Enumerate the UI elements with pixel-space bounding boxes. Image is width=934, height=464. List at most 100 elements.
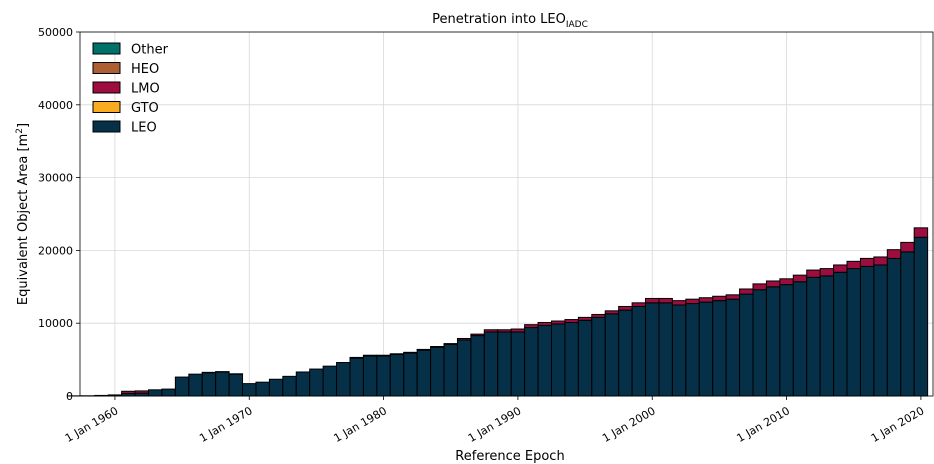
y-axis-label: Equivalent Object Area [m2] [15,123,31,305]
bar-leo [295,371,311,397]
y-tick-label: 30000 [38,172,73,185]
bar-leo [577,319,593,397]
legend-swatch-leo [92,120,121,133]
bar-leo [698,301,714,397]
bar-leo [685,303,700,397]
bar-lmo [483,329,499,333]
bar-leo [846,268,861,397]
bar-leo [739,293,754,397]
bar-lmo [846,260,861,270]
chart-title-main: Penetration into LEO [432,12,566,27]
bar-leo [645,302,660,397]
y-tick-label: 50000 [38,26,73,39]
bar-lmo [604,310,620,315]
bar-leo [524,327,539,397]
bar-leo [604,313,620,397]
bar-lmo [376,354,391,357]
y-axis-label-suffix: ] [16,123,31,128]
bar-lmo [685,298,700,305]
bar-leo [416,349,432,397]
bar-lmo [792,274,808,283]
bar-lmo [456,337,472,341]
bar-lmo [524,324,539,329]
bar-leo [174,376,190,397]
bar-lmo [833,264,848,273]
bar-lmo [618,305,633,311]
bar-leo [430,346,445,397]
bar-leo [322,365,338,397]
bar-lmo [134,390,150,394]
bar-lmo [725,294,741,300]
bar-lmo [671,300,687,306]
bar-lmo [779,278,794,286]
legend-label-heo: HEO [131,62,159,77]
bar-leo [591,316,606,397]
bar-leo [900,251,915,397]
bar-leo [886,257,902,397]
bar-lmo [698,297,714,303]
legend-swatch-lmo [92,81,121,94]
bar-leo [833,271,848,397]
bar-leo [483,331,499,397]
bar-leo [389,354,405,397]
legend-label-gto: GTO [131,101,159,116]
bar-leo [336,362,351,397]
bar-lmo [712,295,727,302]
bar-leo [873,264,888,397]
bar-lmo [591,313,606,318]
bar-leo [497,331,512,397]
bar-leo [215,371,230,397]
bar-lmo [497,329,512,333]
bar-leo [806,276,821,397]
legend-label-other: Other [131,43,169,58]
chart-title: Penetration into LEOIADC [432,12,588,30]
bar-lmo [403,351,418,354]
bar-lmo [900,241,915,253]
bar-lmo [551,320,566,325]
y-axis-ticks: 0 10000 20000 30000 40000 50000 [38,26,80,403]
bar-lmo [362,354,378,357]
bar-lmo [121,390,136,394]
bar-lmo [443,343,458,345]
bar-lmo [470,333,485,337]
bar-leo [859,265,875,397]
bar-leo [228,373,244,397]
bar-leo [712,300,727,397]
bar-lmo [806,269,821,278]
bar-lmo [631,302,647,307]
bar-leo [282,375,297,397]
bar-leo [658,302,673,397]
bar-lmo [537,321,553,326]
bar-lmo [645,297,660,304]
bar-leo [765,286,781,397]
bar-leo [362,355,378,397]
bar-leo [779,284,794,397]
bar-lmo [739,288,754,295]
bar-lmo [752,283,767,291]
bar-leo [510,331,526,397]
bar-lmo [564,319,579,323]
bar-lmo [886,249,902,259]
y-tick-label: 10000 [38,317,73,330]
bar-leo [242,383,257,397]
bar-lmo [430,345,445,348]
bar-lmo [349,356,364,359]
bar-lmo [913,227,929,238]
bar-leo [443,343,458,397]
legend-swatch-other [92,42,121,55]
bar-leo [618,309,633,397]
legend-swatch-heo [92,62,121,74]
bar-leo [913,236,929,397]
bar-leo [819,275,835,397]
bar-leo [792,281,808,397]
bar-lmo [389,353,405,356]
bar-leo [631,305,647,397]
bar-lmo [819,268,835,277]
bar-leo [349,357,364,397]
bar-leo [201,372,217,397]
bar-lmo [416,348,432,351]
bar-leo [456,339,472,397]
bar-leo [255,381,270,397]
bar-leo [268,378,284,397]
